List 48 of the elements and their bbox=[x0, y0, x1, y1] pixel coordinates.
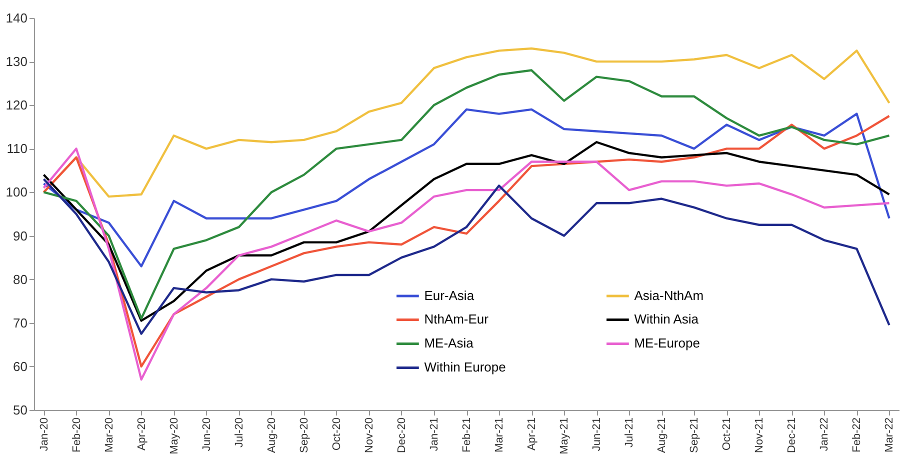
x-tick-label: Mar-22 bbox=[884, 418, 896, 452]
legend-label: NthAm-Eur bbox=[424, 312, 490, 327]
line-series bbox=[42, 141, 890, 322]
y-tick-label: 130 bbox=[6, 54, 28, 70]
line-series bbox=[42, 148, 890, 381]
x-tick-label: Dec-20 bbox=[396, 418, 408, 453]
y-tick-label: 120 bbox=[6, 98, 28, 113]
x-tick-label: Feb-20 bbox=[70, 418, 83, 452]
legend-label: ME-Asia bbox=[424, 336, 474, 351]
x-tick-label: Jan-21 bbox=[428, 418, 440, 452]
x-tick-label: Sep-21 bbox=[688, 418, 701, 453]
x-tick-label: May-21 bbox=[558, 418, 571, 454]
y-tick-label: 80 bbox=[13, 272, 28, 287]
x-tick-label: Apr-20 bbox=[136, 418, 148, 451]
y-tick-label: 90 bbox=[13, 228, 28, 244]
x-tick-label: Feb-22 bbox=[851, 418, 864, 452]
y-tick-label: 100 bbox=[6, 184, 28, 200]
x-tick-label: Oct-21 bbox=[721, 418, 734, 451]
y-tick-label: 50 bbox=[13, 402, 28, 418]
y-tick-label: 140 bbox=[6, 10, 28, 26]
y-tick-label: 70 bbox=[13, 315, 28, 330]
x-tick-label: Feb-21 bbox=[461, 418, 473, 452]
x-tick-label: May-20 bbox=[168, 418, 180, 454]
x-tick-label: Nov-20 bbox=[363, 418, 376, 453]
x-tick-label: Jan-22 bbox=[818, 418, 831, 452]
y-tick-label: 110 bbox=[6, 141, 28, 156]
x-tick-label: Jan-20 bbox=[38, 418, 50, 452]
legend-label: Asia-NthAm bbox=[634, 288, 704, 303]
legend-label: ME-Europe bbox=[634, 336, 700, 351]
legend-label: Within Asia bbox=[634, 312, 700, 327]
x-tick-label: Aug-20 bbox=[266, 418, 278, 453]
y-tick-label: 60 bbox=[13, 358, 28, 374]
x-tick-label: Jun-21 bbox=[591, 418, 604, 452]
x-tick-label: Oct-20 bbox=[330, 418, 343, 451]
x-tick-label: Mar-21 bbox=[494, 418, 506, 452]
x-tick-label: Jul-21 bbox=[624, 418, 636, 448]
legend-label: Eur-Asia bbox=[424, 288, 475, 303]
x-tick-label: Aug-21 bbox=[656, 418, 668, 453]
line-series bbox=[42, 108, 890, 268]
x-tick-label: Apr-21 bbox=[526, 418, 538, 451]
line-series bbox=[42, 178, 890, 335]
x-tick-label: Sep-20 bbox=[298, 418, 310, 453]
x-tick-label: Dec-21 bbox=[786, 418, 798, 453]
x-tick-label: Mar-20 bbox=[103, 418, 116, 452]
x-tick-label: Jul-20 bbox=[233, 418, 246, 448]
x-tick-label: Nov-21 bbox=[754, 418, 766, 453]
x-tick-label: Jun-20 bbox=[200, 418, 213, 452]
legend-label: Within Europe bbox=[424, 360, 506, 375]
